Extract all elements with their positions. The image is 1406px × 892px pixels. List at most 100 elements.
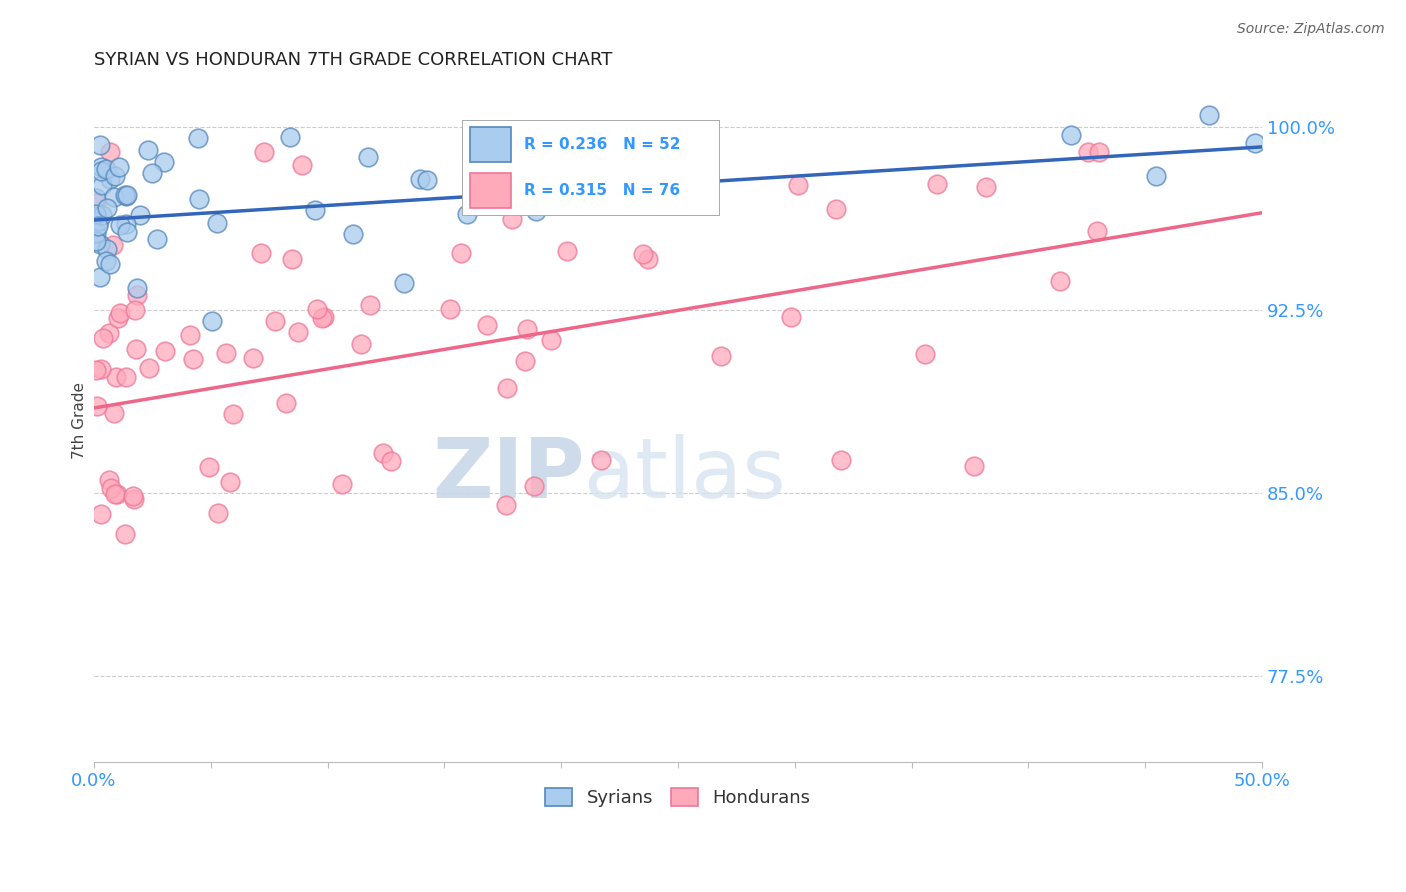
Point [304, 202, 326, 217]
Point [84, 207, 107, 221]
Point [780, 310, 803, 325]
Point [342, 227, 364, 241]
Point [98, 257, 121, 271]
Point [98, 172, 121, 186]
Text: Source: ZipAtlas.com: Source: ZipAtlas.com [1237, 22, 1385, 37]
Point [115, 370, 138, 384]
Point [242, 351, 264, 365]
Point [312, 310, 335, 324]
Point [1144, 169, 1167, 183]
Point [501, 212, 523, 227]
Point [540, 333, 562, 347]
Point [96, 242, 118, 256]
Point [380, 454, 402, 468]
Point [461, 180, 484, 194]
Point [555, 244, 578, 258]
Point [456, 207, 478, 221]
Point [90, 361, 112, 376]
Point [122, 489, 145, 503]
Point [589, 453, 612, 467]
Point [205, 216, 228, 230]
Point [710, 350, 733, 364]
Text: atlas: atlas [585, 434, 786, 516]
Point [415, 172, 437, 186]
Point [187, 131, 209, 145]
Point [287, 325, 309, 339]
Point [84, 363, 107, 377]
Point [274, 396, 297, 410]
Point [153, 155, 176, 169]
Point [408, 171, 430, 186]
Point [450, 245, 472, 260]
Point [522, 479, 544, 493]
Point [97, 326, 120, 341]
Point [1049, 274, 1071, 288]
Point [125, 288, 148, 302]
Point [115, 188, 138, 202]
Point [825, 202, 848, 216]
Point [215, 346, 238, 360]
Point [153, 343, 176, 358]
Point [349, 337, 371, 351]
Point [115, 225, 138, 239]
Point [125, 281, 148, 295]
Point [183, 352, 205, 367]
Point [141, 166, 163, 180]
Point [90, 164, 112, 178]
Point [84, 191, 107, 205]
Point [963, 458, 986, 473]
Point [222, 407, 245, 421]
Point [84, 226, 107, 240]
Point [281, 252, 304, 267]
Point [104, 169, 127, 183]
Point [207, 506, 229, 520]
Point [198, 460, 221, 475]
Point [495, 499, 517, 513]
Point [631, 246, 654, 260]
Point [90, 507, 112, 521]
Point [89, 237, 111, 252]
Point [124, 342, 146, 356]
Point [107, 310, 129, 325]
Point [89, 270, 111, 285]
Point [104, 487, 127, 501]
Text: SYRIAN VS HONDURAN 7TH GRADE CORRELATION CHART: SYRIAN VS HONDURAN 7TH GRADE CORRELATION… [94, 51, 612, 69]
Point [357, 150, 380, 164]
Point [311, 310, 333, 325]
Point [280, 129, 302, 144]
Point [253, 145, 276, 159]
Point [495, 381, 517, 395]
Point [188, 192, 211, 206]
Point [86, 399, 108, 413]
Point [84, 234, 107, 248]
Point [927, 177, 949, 191]
Point [108, 218, 131, 232]
Point [637, 252, 659, 266]
Point [138, 361, 160, 376]
Point [524, 203, 547, 218]
Point [91, 178, 114, 193]
Point [103, 190, 125, 204]
Point [264, 314, 287, 328]
Point [89, 213, 111, 227]
Point [513, 353, 536, 368]
Point [114, 188, 136, 202]
Point [84, 195, 107, 210]
Point [371, 446, 394, 460]
Point [122, 491, 145, 506]
Point [100, 481, 122, 495]
Point [439, 302, 461, 317]
Point [218, 475, 240, 490]
Point [136, 143, 159, 157]
Y-axis label: 7th Grade: 7th Grade [72, 382, 87, 458]
Point [291, 158, 314, 172]
Point [105, 487, 128, 501]
Point [392, 276, 415, 290]
Point [96, 201, 118, 215]
Point [110, 306, 132, 320]
Point [90, 160, 112, 174]
Point [201, 314, 224, 328]
Point [830, 453, 852, 467]
Point [1060, 128, 1083, 142]
Point [105, 369, 128, 384]
